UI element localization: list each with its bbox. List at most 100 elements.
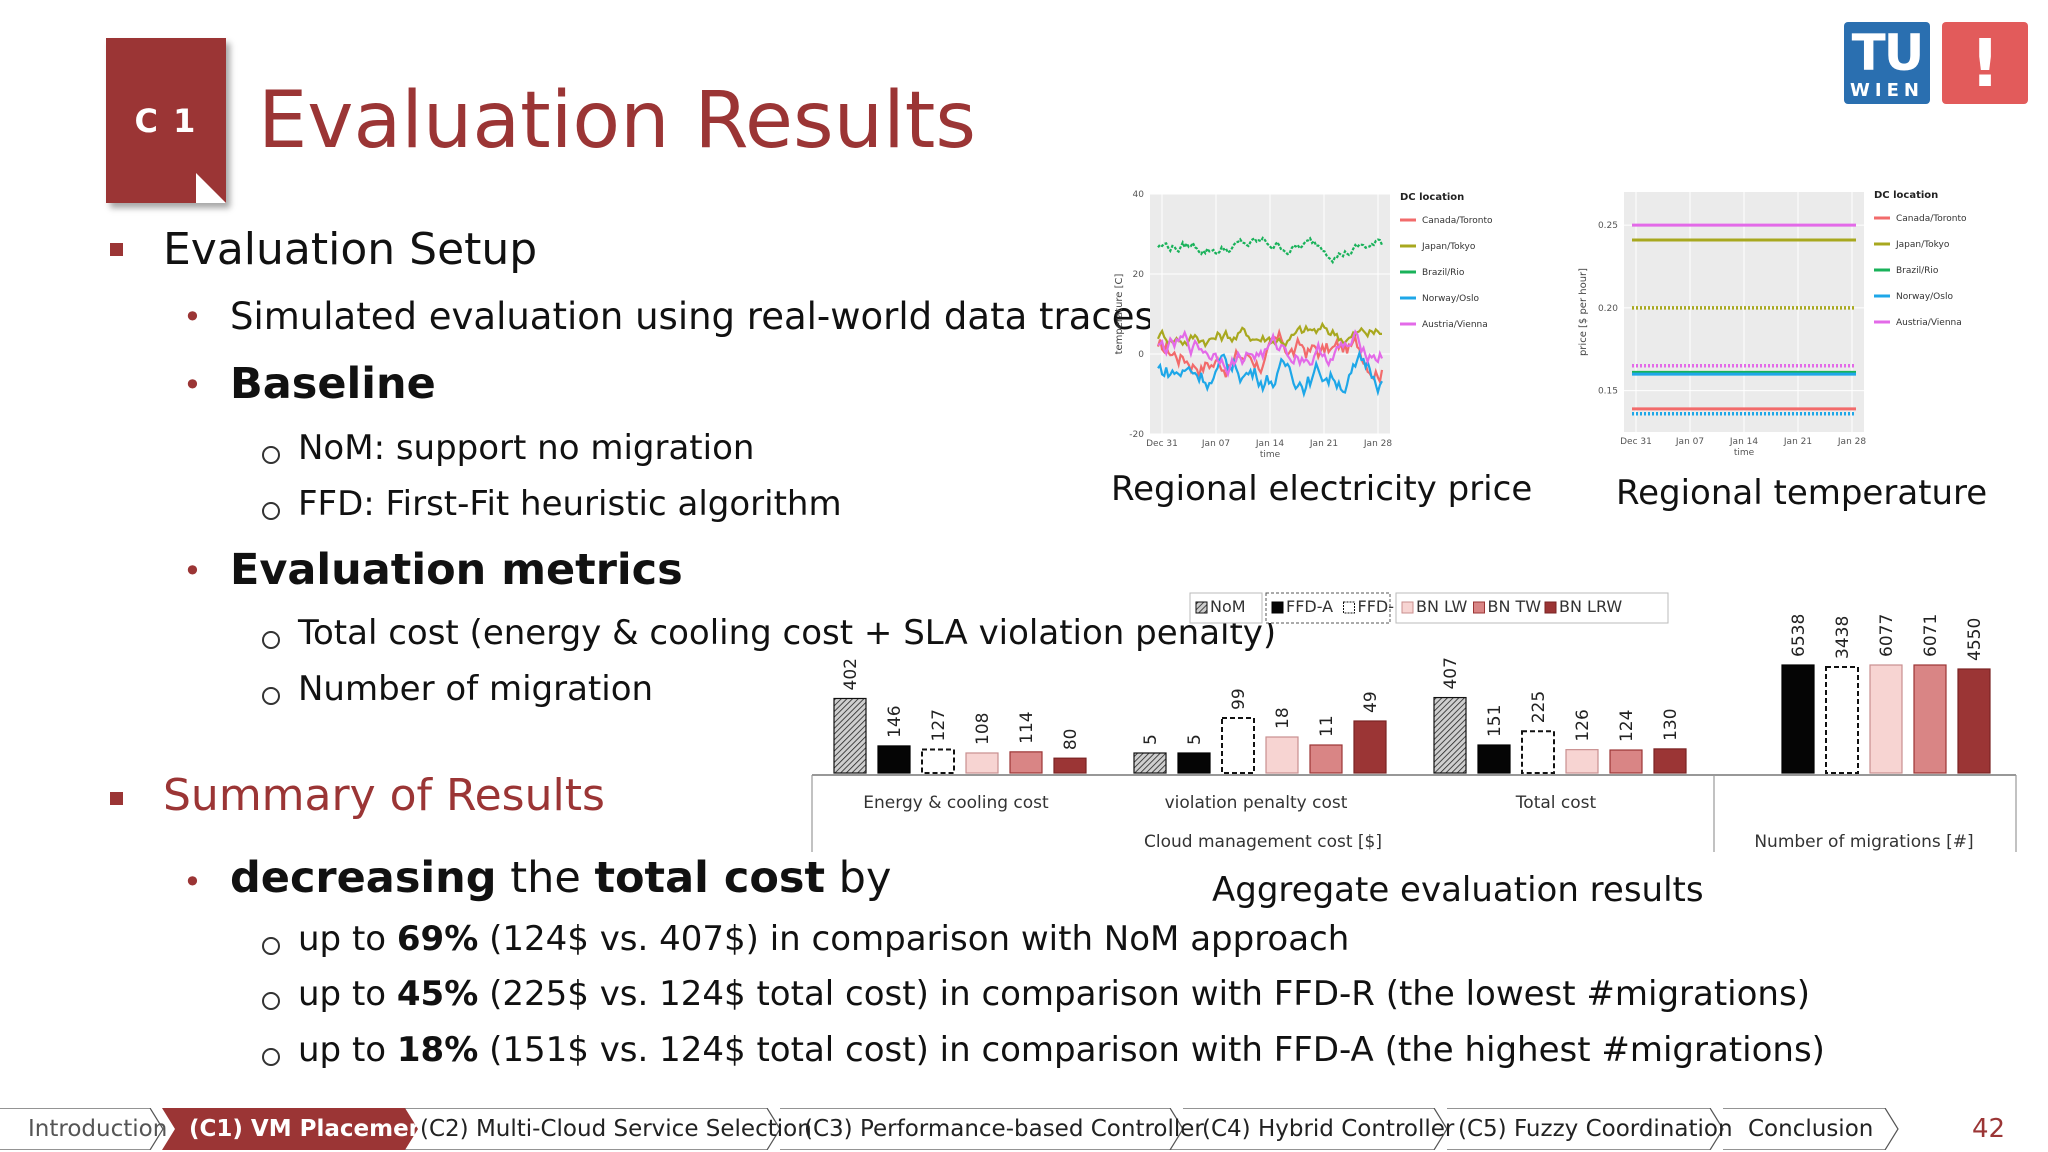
summary-bold-total-cost: total cost (594, 853, 826, 903)
section-badge: C 1 (106, 38, 226, 203)
legend-swatch (1195, 601, 1208, 614)
metric-cost: Total cost (energy & cooling cost + SLA … (298, 613, 1277, 653)
y-tick-label: 0 (1138, 350, 1144, 360)
bar (1781, 664, 1815, 774)
y-tick-label: 0.15 (1598, 387, 1618, 397)
x-tick-label: Jan 28 (1363, 439, 1392, 449)
legend-label: Norway/Oslo (1896, 292, 1953, 302)
caption-temperature: Regional temperature (1616, 473, 1988, 513)
bar-value-label: 126 (1573, 709, 1593, 741)
x-tick-label: Jan 21 (1309, 439, 1338, 449)
legend-swatch (1401, 601, 1414, 614)
bullet-circle-icon (262, 937, 280, 955)
bar (1353, 720, 1387, 774)
legend-label: Norway/Oslo (1422, 294, 1479, 304)
bar-value-label: 80 (1061, 729, 1081, 751)
bar (1433, 696, 1467, 774)
summary-the: the (496, 853, 595, 903)
nav-item-conclusion[interactable]: Conclusion (1748, 1116, 1874, 1142)
nav-item-introduction[interactable]: Introduction (28, 1116, 168, 1142)
bar-value-label: 108 (973, 713, 993, 745)
nav-item-multi-cloud[interactable]: (C2) Multi-Cloud Service Selection (420, 1116, 812, 1142)
bar-value-label: 6538 (1789, 614, 1809, 657)
x-tick-label: Dec 31 (1146, 439, 1178, 449)
bar (1869, 664, 1903, 774)
summary-bold-decreasing: decreasing (230, 853, 497, 903)
x-axis-label: time (1260, 450, 1281, 460)
legend-swatch (1544, 601, 1557, 614)
tu-wien-logo: TU WIEN (1844, 22, 1930, 104)
x-tick-label: Jan 07 (1201, 439, 1230, 449)
bar (1825, 666, 1859, 774)
nav-item-performance-controller[interactable]: (C3) Performance-based Controller (804, 1116, 1204, 1142)
legend-label: Austria/Vienna (1422, 320, 1488, 330)
bar (1221, 717, 1255, 774)
group-label: violation penalty cost (1165, 793, 1348, 813)
bar (1565, 749, 1599, 774)
bullet-circle-icon (262, 1048, 280, 1066)
series-line-austria-vienna (1157, 329, 1384, 378)
legend-label: NoM (1210, 597, 1246, 616)
bar-value-label: 99 (1229, 688, 1249, 710)
x-tick-label: Jan 14 (1729, 437, 1758, 447)
bar (1521, 730, 1555, 774)
legend-title: DC location (1874, 190, 1938, 201)
nav-item-hybrid-controller[interactable]: (C4) Hybrid Controller (1202, 1116, 1455, 1142)
bullet-dot-icon: • (183, 863, 202, 901)
legend-label: Canada/Toronto (1422, 216, 1493, 226)
bar-value-label: 124 (1617, 710, 1637, 742)
bullet-dot-icon: • (183, 366, 202, 404)
bar-value-label: 127 (929, 709, 949, 741)
bar (1913, 664, 1947, 774)
x-tick-label: Dec 31 (1620, 437, 1652, 447)
setup-ffd: FFD: First-Fit heuristic algorithm (298, 484, 842, 524)
summary-item-rest: (124$ vs. 407$) in comparison with NoM a… (478, 919, 1350, 959)
badge-fold (196, 173, 226, 203)
legend-label: Austria/Vienna (1896, 318, 1962, 328)
setup-metrics: Evaluation metrics (230, 545, 683, 595)
bar-value-label: 11 (1317, 715, 1337, 737)
bar-value-label: 114 (1017, 711, 1037, 743)
summary-item-2: up to 45% (225$ vs. 124$ total cost) in … (298, 974, 1810, 1014)
bar (1053, 757, 1087, 774)
bullet-dot-icon: • (183, 298, 202, 336)
legend-swatch (1473, 601, 1485, 614)
bar (1133, 752, 1167, 774)
logo-tu-text: TU (1851, 24, 1925, 82)
x-tick-label: Jan 21 (1783, 437, 1812, 447)
nav-item-vm-placement[interactable]: (C1) VM Placement (189, 1116, 437, 1142)
bar (1653, 748, 1687, 774)
summary-item-1: up to 69% (124$ vs. 407$) in comparison … (298, 919, 1349, 959)
setup-nom: NoM: support no migration (298, 428, 755, 468)
price-chart: 0.25 0.20 0.15 Dec 31 Jan 07 Jan 14 Jan 21 Jan … (1578, 190, 1967, 458)
summary-line: decreasing the total cost by (230, 853, 891, 903)
bar-value-label: 4550 (1965, 618, 1985, 661)
setup-baseline: Baseline (230, 359, 436, 409)
bullet-circle-icon (262, 631, 280, 649)
legend-label: Brazil/Rio (1422, 268, 1465, 278)
y-tick-label: 0.25 (1598, 221, 1618, 231)
bar-value-label: 151 (1485, 705, 1505, 737)
bar (921, 748, 955, 775)
bullet-square-icon (110, 792, 123, 805)
series-line-norway-oslo (1157, 349, 1383, 398)
y-tick-label: 40 (1133, 190, 1145, 200)
bullet-dot-icon: • (183, 552, 202, 590)
legend-box (1265, 592, 1391, 624)
summary-heading: Summary of Results (163, 770, 605, 821)
bar (1265, 736, 1299, 774)
bar (833, 697, 867, 774)
setup-simulated: Simulated evaluation using real-world da… (230, 295, 1154, 338)
bullet-circle-icon (262, 502, 280, 520)
bar (965, 752, 999, 774)
nav-item-fuzzy-coordination[interactable]: (C5) Fuzzy Coordination (1458, 1116, 1733, 1142)
group-label: Total cost (1515, 793, 1597, 813)
legend-label: BN LRW (1559, 597, 1622, 616)
legend-label: FFD-A (1286, 597, 1333, 616)
bar (1009, 751, 1043, 774)
legend-label: Japan/Tokyo (1421, 242, 1476, 252)
nav-outline (0, 1108, 1899, 1150)
bar-value-label: 3438 (1833, 616, 1853, 659)
y-axis-label: temperature [C] (1114, 273, 1125, 354)
bar-value-label: 18 (1273, 707, 1293, 729)
